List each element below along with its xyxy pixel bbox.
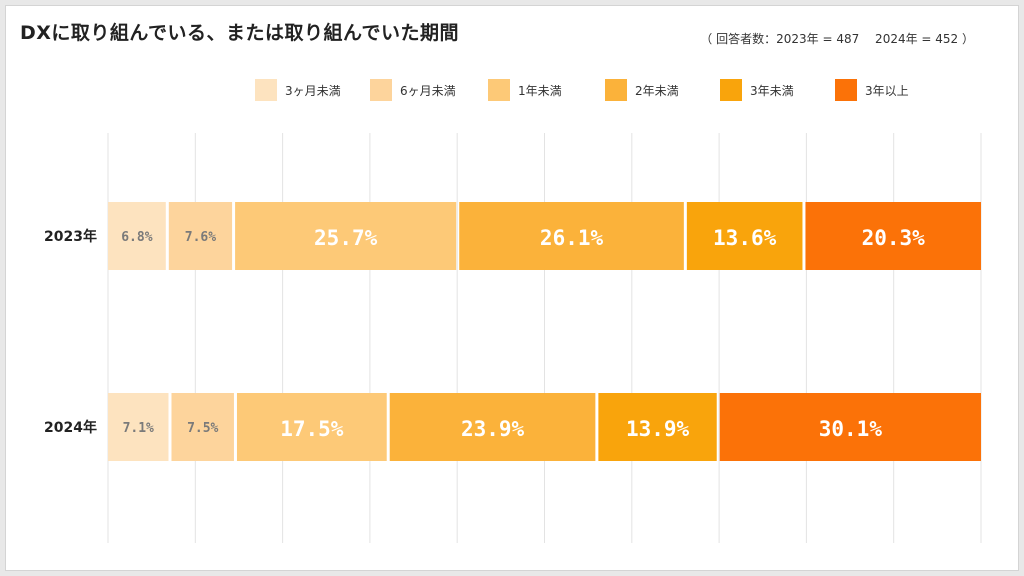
legend-item-3-years: 3年未満 bbox=[720, 79, 813, 101]
legend-item-2-years: 2年未満 bbox=[605, 79, 698, 101]
bar-segment bbox=[235, 202, 457, 270]
bar-segment bbox=[236, 393, 387, 461]
bar-segment bbox=[686, 202, 803, 270]
data-label: 26.1% bbox=[540, 226, 604, 250]
legend-label: 6ヶ月未満 bbox=[400, 83, 456, 98]
data-label: 13.9% bbox=[626, 417, 690, 441]
bar-segment bbox=[719, 393, 981, 461]
legend-item-6-months: 6ヶ月未満 bbox=[370, 79, 466, 101]
data-label: 20.3% bbox=[862, 226, 926, 250]
legend-label: 2年未満 bbox=[635, 83, 679, 98]
bar-segment bbox=[108, 202, 166, 270]
data-label: 30.1% bbox=[819, 417, 883, 441]
legend-swatch bbox=[370, 79, 392, 101]
data-label: 25.7% bbox=[314, 226, 378, 250]
category-label: 2024年 bbox=[44, 419, 97, 436]
data-label: 7.1% bbox=[123, 421, 154, 436]
data-label: 17.5% bbox=[280, 417, 344, 441]
legend-swatch bbox=[605, 79, 627, 101]
legend-swatch bbox=[720, 79, 742, 101]
legend-swatch bbox=[835, 79, 857, 101]
data-label: 7.5% bbox=[187, 421, 218, 436]
bar-segment bbox=[389, 393, 596, 461]
legend-item-1-year: 1年未満 bbox=[488, 79, 583, 101]
bar-segment bbox=[598, 393, 717, 461]
data-label: 13.6% bbox=[713, 226, 777, 250]
respondent-count: （ 回答者数：2023年 = 487 2024年 = 452 ） bbox=[700, 32, 974, 46]
chart-title: DXに取り組んでいる、または取り組んでいた期間 bbox=[20, 22, 460, 44]
bar-segment bbox=[168, 202, 233, 270]
category-label: 2023年 bbox=[44, 228, 97, 245]
legend-label: 1年未満 bbox=[518, 83, 562, 98]
legend-label: 3年未満 bbox=[750, 83, 794, 98]
data-label: 7.6% bbox=[185, 230, 216, 245]
legend-label: 3年以上 bbox=[865, 83, 909, 98]
bar-segment bbox=[459, 202, 684, 270]
data-label: 6.8% bbox=[121, 230, 152, 245]
legend-swatch bbox=[255, 79, 277, 101]
legend-item-3-years-plus: 3年以上 bbox=[835, 79, 915, 101]
data-label: 23.9% bbox=[461, 417, 525, 441]
legend-item-3-months: 3ヶ月未満 bbox=[255, 79, 348, 101]
legend-swatch bbox=[488, 79, 510, 101]
bar-segment bbox=[171, 393, 234, 461]
legend-label: 3ヶ月未満 bbox=[285, 83, 341, 98]
bar-segment bbox=[108, 393, 169, 461]
legend: 3ヶ月未満 6ヶ月未満 1年未満 2年未満 3年未満 3年以上 bbox=[255, 76, 937, 104]
bar-segment bbox=[805, 202, 981, 270]
